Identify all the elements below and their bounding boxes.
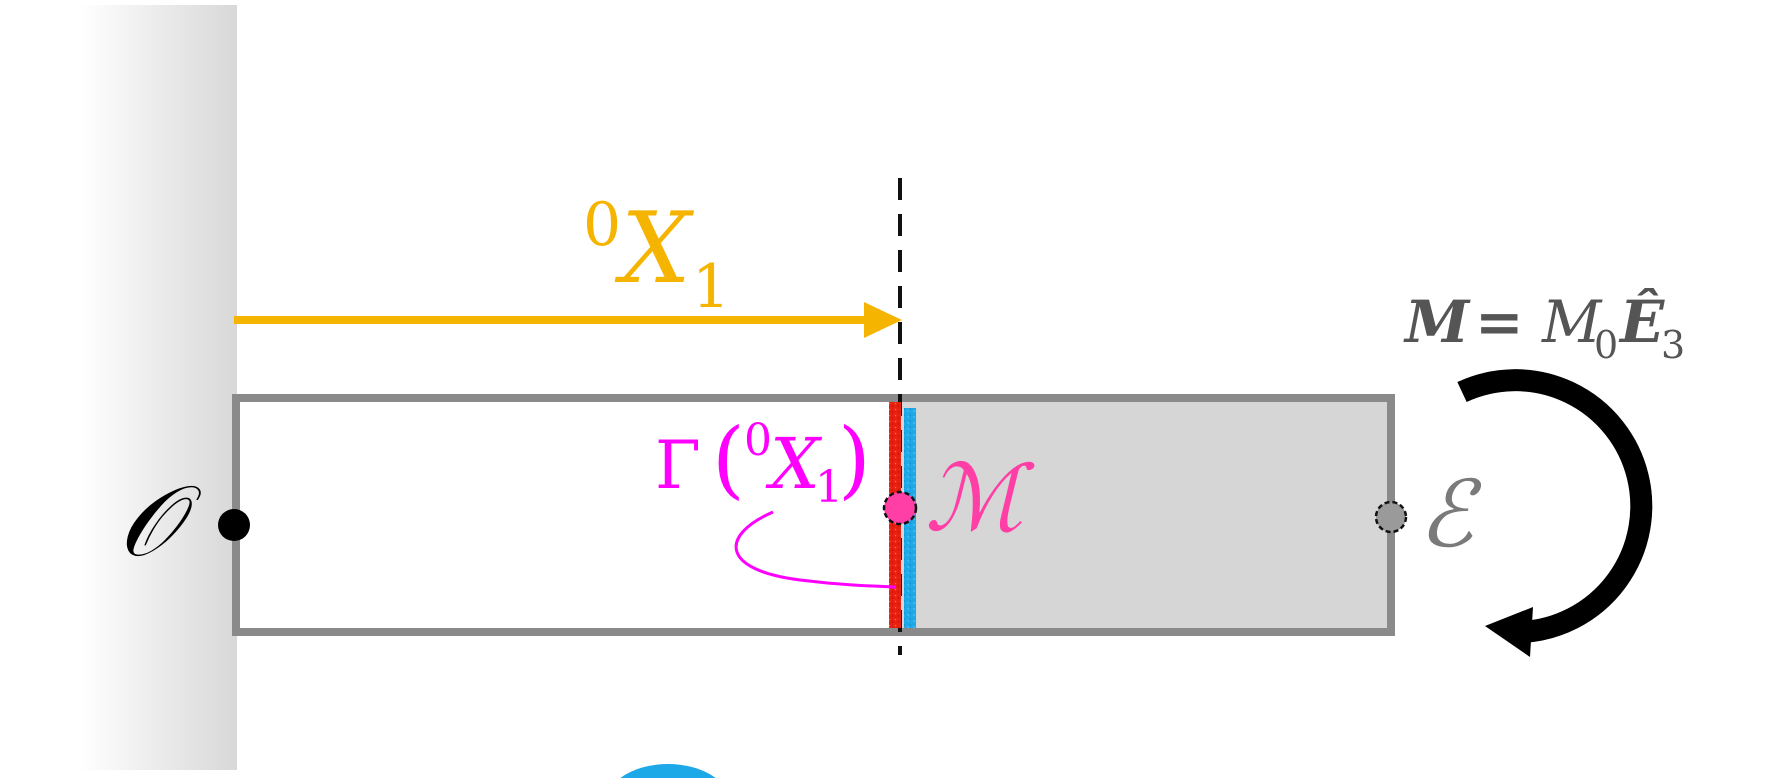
- partial-blue-shape: [620, 764, 716, 778]
- wall-support: [80, 5, 237, 770]
- beam-shaded-part: [900, 398, 1391, 632]
- origin-point: [218, 509, 250, 541]
- right-arrow-icon: [864, 302, 902, 338]
- moment-label: M = M 0 Ê 3: [1403, 288, 1685, 367]
- material-point-label: ℳ: [925, 445, 1035, 552]
- moment-arrowhead: [1485, 607, 1533, 657]
- gamma-pointer-curve: [734, 510, 897, 589]
- position-label: 0 X 1: [583, 190, 730, 322]
- end-point: [1374, 500, 1408, 534]
- gamma-label: Γ ( 0 X 1 ): [655, 410, 871, 513]
- end-point-label: ℰ: [1418, 461, 1482, 568]
- curved-arrow-clockwise-icon: [1457, 369, 1653, 643]
- material-point: [882, 490, 918, 526]
